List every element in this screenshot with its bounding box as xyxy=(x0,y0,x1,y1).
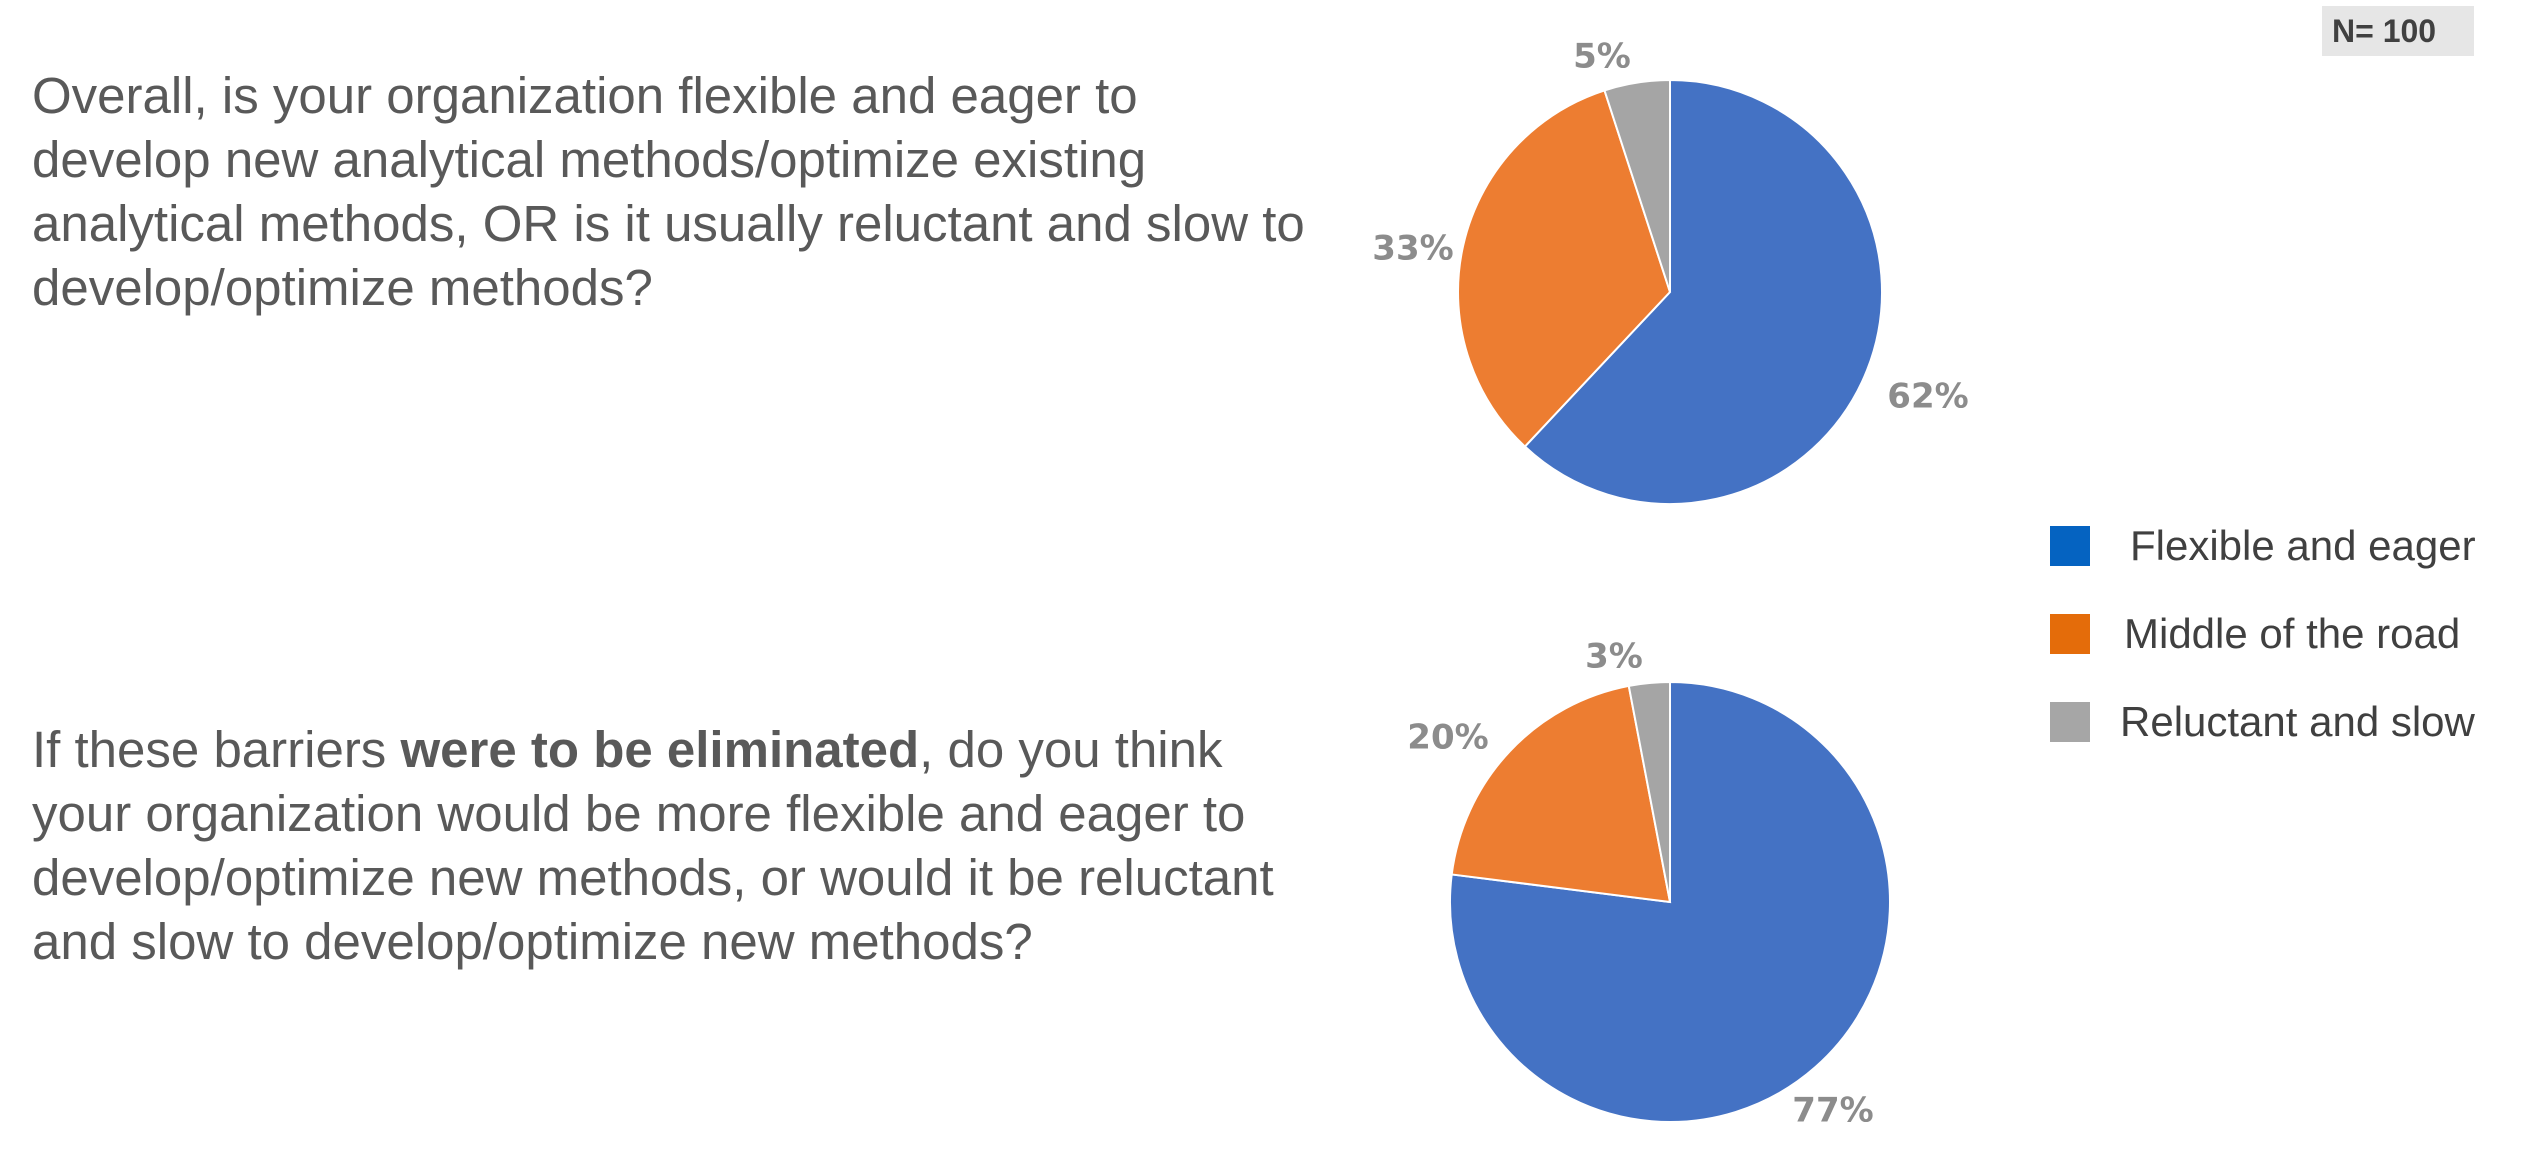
pie2-slice-middle-of-the-road xyxy=(1450,684,1672,904)
pie1-label-flexible-and-eager: 62% xyxy=(1887,377,1968,417)
pie2-label-reluctant-and-slow: 3% xyxy=(1585,637,1643,677)
pie1-slice-flexible-and-eager xyxy=(1523,78,1883,505)
pie2-label-flexible-and-eager: 77% xyxy=(1792,1091,1873,1131)
pie1-slice-middle-of-the-road xyxy=(1457,89,1672,448)
legend-item-middle-of-the-road: Middle of the road xyxy=(2050,606,2520,694)
question-2-text-end: , do you think your organization would b… xyxy=(32,721,1274,970)
legend-item-flexible-and-eager: Flexible and eager xyxy=(2050,518,2520,606)
question-2-emphasis: were to be eliminated xyxy=(400,721,920,778)
pie2-slice-reluctant-and-slow xyxy=(1627,680,1671,903)
pie2-label-middle-of-the-road: 20% xyxy=(1407,718,1488,758)
legend-swatch-reluctant-and-slow xyxy=(2050,702,2090,742)
sample-size-badge: N= 100 xyxy=(2322,6,2474,56)
pie1-label-middle-of-the-road: 33% xyxy=(1372,229,1453,269)
pie-chart-1: 62% 33% 5% xyxy=(1372,37,1969,505)
legend-label-middle-of-the-road: Middle of the road xyxy=(2124,610,2461,657)
legend-item-reluctant-and-slow: Reluctant and slow xyxy=(2050,694,2520,782)
legend-swatch-middle-of-the-road xyxy=(2050,614,2090,654)
pie1-slice-reluctant-and-slow xyxy=(1603,78,1671,293)
legend-label-flexible-and-eager: Flexible and eager xyxy=(2130,522,2476,569)
legend-label-reluctant-and-slow: Reluctant and slow xyxy=(2120,698,2475,745)
pie-chart-2: 77% 20% 3% xyxy=(1407,637,1891,1131)
question-2-text-start: If these barriers xyxy=(32,721,401,778)
question-2-text: If these barriers were to be eliminated,… xyxy=(32,718,1312,974)
question-1-text: Overall, is your organization flexible a… xyxy=(32,67,1305,316)
pie2-slice-flexible-and-eager xyxy=(1449,680,1891,1123)
legend-swatch-flexible-and-eager xyxy=(2050,526,2090,566)
legend: Flexible and eager Middle of the road Re… xyxy=(2050,518,2520,782)
pie1-label-reluctant-and-slow: 5% xyxy=(1573,37,1631,77)
